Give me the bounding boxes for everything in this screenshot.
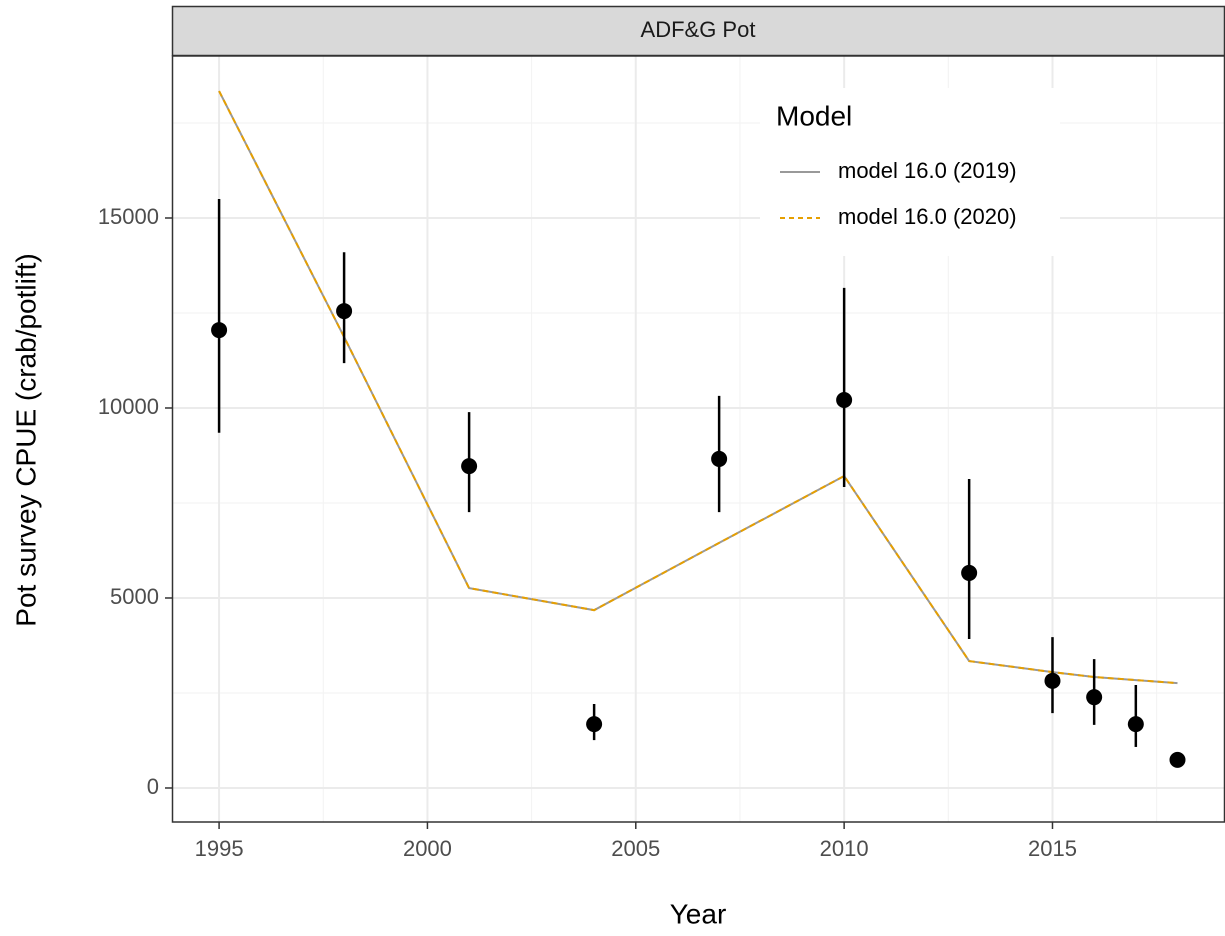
y-tick-label: 10000 xyxy=(98,394,159,419)
observed-point xyxy=(336,303,353,320)
x-tick-label: 2010 xyxy=(820,836,869,861)
y-tick-label: 0 xyxy=(147,774,159,799)
strip xyxy=(171,5,1225,57)
panel-background xyxy=(172,56,1225,822)
legend-label: model 16.0 (2019) xyxy=(838,158,1017,183)
observed-point xyxy=(1127,716,1144,733)
y-tick-label: 15000 xyxy=(98,204,159,229)
observed-point xyxy=(1169,751,1186,768)
x-tick-label: 2005 xyxy=(611,836,660,861)
observed-point xyxy=(836,392,853,409)
observed-point xyxy=(586,716,603,733)
x-tick-label: 1995 xyxy=(195,836,244,861)
observed-point xyxy=(461,458,478,475)
observed-point xyxy=(1086,689,1103,706)
strip-label: ADF&G Pot xyxy=(641,17,756,42)
model-line xyxy=(218,90,1178,685)
observed-point xyxy=(211,322,228,339)
legend: Model model 16.0 (2019) model 16.0 (2020) xyxy=(760,88,1060,256)
marks xyxy=(211,90,1186,768)
observed-point xyxy=(711,450,728,467)
legend-label: model 16.0 (2020) xyxy=(838,204,1017,229)
legend-title: Model xyxy=(776,100,852,131)
x-axis-title: Year xyxy=(670,898,727,929)
x-tick-label: 2015 xyxy=(1028,836,1077,861)
observed-point xyxy=(961,564,978,581)
x-tick-label: 2000 xyxy=(403,836,452,861)
y-tick-label: 5000 xyxy=(110,584,159,609)
y-axis-title: Pot survey CPUE (crab/potlift) xyxy=(10,253,41,626)
observed-point xyxy=(1044,672,1061,689)
